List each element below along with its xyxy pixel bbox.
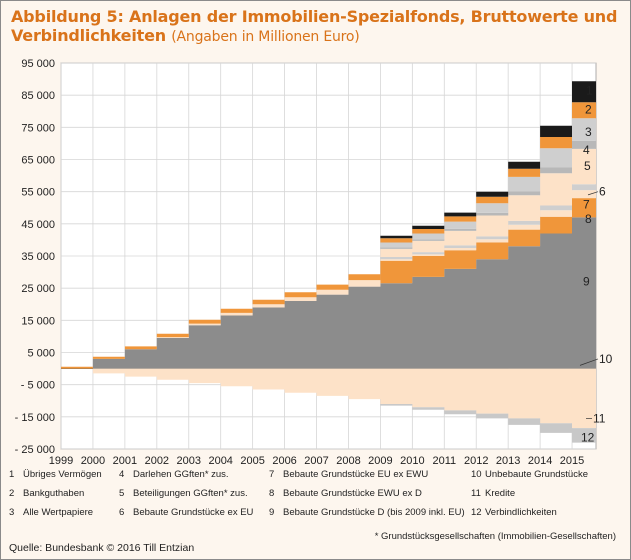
legend: 1 Übriges Vermögen 2 Bankguthaben 3 Alle Wert… bbox=[1, 469, 630, 529]
x-tick-label: 2010 bbox=[400, 455, 424, 467]
legend-item-9: 9 Bebaute Grundstücke D (bis 2009 inkl. E… bbox=[269, 507, 465, 518]
legend-text: Alle Wertpapiere bbox=[23, 507, 94, 518]
legend-text: Bebaute Grundstücke ex EU bbox=[133, 507, 254, 518]
series-label-4: 4 bbox=[583, 143, 590, 157]
x-tick-label: 2004 bbox=[208, 455, 232, 467]
x-tick-label: 2014 bbox=[528, 455, 552, 467]
series-label-10: 10 bbox=[599, 352, 613, 366]
x-tick-label: 2007 bbox=[304, 455, 328, 467]
legend-item-11: 11 Kredite bbox=[471, 488, 515, 499]
series-label-2: 2 bbox=[585, 103, 592, 117]
legend-number: 11 bbox=[471, 488, 481, 499]
legend-number: 3 bbox=[9, 507, 15, 518]
y-tick-label: - 5 000 bbox=[21, 380, 55, 392]
legend-number: 2 bbox=[9, 488, 15, 499]
series-area-9 bbox=[61, 217, 596, 369]
label-connector-6 bbox=[587, 191, 599, 196]
y-tick-label: 25 000 bbox=[21, 283, 55, 295]
series-label-12: 12 bbox=[581, 431, 595, 445]
footnote: * Grundstücksgesellschaften (Immobilien-… bbox=[374, 531, 616, 542]
legend-text: Unbebaute Grundstücke bbox=[485, 469, 588, 480]
series-area-11 bbox=[61, 368, 596, 429]
legend-item-4: 4 Darlehen GGften* zus. bbox=[119, 469, 229, 480]
chart-title-line2: Verbindlichkeiten (Angaben in Millionen … bbox=[11, 26, 360, 45]
legend-item-7: 7 Bebaute Grundstücke EU ex EWU bbox=[269, 469, 428, 480]
legend-number: 5 bbox=[119, 488, 125, 499]
y-tick-label: 95 000 bbox=[21, 58, 55, 70]
legend-number: 4 bbox=[119, 469, 125, 480]
legend-item-10: 10 Unbebaute Grundstücke bbox=[471, 469, 588, 480]
legend-number: 1 bbox=[9, 469, 15, 480]
series-label-7: 7 bbox=[583, 198, 590, 212]
y-tick-label: 35 000 bbox=[21, 251, 55, 263]
legend-number: 7 bbox=[269, 469, 275, 480]
x-tick-label: 2011 bbox=[432, 455, 456, 467]
legend-text: Verbindlichkeiten bbox=[485, 507, 557, 518]
x-tick-label: 2013 bbox=[496, 455, 520, 467]
series-area-10 bbox=[61, 365, 596, 369]
y-tick-label: 5 000 bbox=[27, 348, 55, 360]
legend-item-1: 1 Übriges Vermögen bbox=[9, 469, 102, 480]
x-tick-label: 2000 bbox=[81, 455, 105, 467]
legend-text: Bebaute Grundstücke EWU ex D bbox=[283, 488, 422, 499]
y-tick-label: 15 000 bbox=[21, 315, 55, 327]
y-tick-label: 55 000 bbox=[21, 187, 55, 199]
chart-subtitle: (Angaben in Millionen Euro) bbox=[171, 29, 360, 45]
x-tick-label: 2012 bbox=[464, 455, 488, 467]
legend-item-8: 8 Bebaute Grundstücke EWU ex D bbox=[269, 488, 422, 499]
y-tick-label: - 15 000 bbox=[15, 412, 55, 424]
label-connector-10 bbox=[579, 358, 599, 366]
x-tick-label: 2008 bbox=[336, 455, 360, 467]
legend-text: Beteiligungen GGften* zus. bbox=[133, 488, 248, 499]
series-label-1: 1 bbox=[586, 83, 593, 97]
y-tick-label: 65 000 bbox=[21, 155, 55, 167]
legend-text: Bebaute Grundstücke EU ex EWU bbox=[283, 469, 429, 480]
legend-number: 12 bbox=[471, 507, 482, 518]
legend-item-5: 5 Beteiligungen GGften* zus. bbox=[119, 488, 248, 499]
x-tick-label: 2009 bbox=[368, 455, 392, 467]
y-tick-label: 85 000 bbox=[21, 90, 55, 102]
legend-text: Darlehen GGften* zus. bbox=[133, 469, 229, 480]
legend-text: Bebaute Grundstücke D (bis 2009 inkl. EU… bbox=[283, 507, 465, 518]
series-label-6: 6 bbox=[599, 185, 606, 199]
y-tick-label: 75 000 bbox=[21, 122, 55, 134]
legend-text: Bankguthaben bbox=[23, 488, 85, 499]
chart-title-line1: Abbildung 5: Anlagen der Immobilien-Spez… bbox=[11, 7, 618, 26]
series-label-3: 3 bbox=[585, 125, 592, 139]
source-note: Quelle: Bundesbank © 2016 Till Entzian bbox=[9, 542, 195, 554]
x-tick-label: 2002 bbox=[145, 455, 169, 467]
x-tick-label: 2005 bbox=[240, 455, 264, 467]
legend-item-6: 6 Bebaute Grundstücke ex EU bbox=[119, 507, 253, 518]
title-box: Abbildung 5: Anlagen der Immobilien-Spez… bbox=[1, 1, 630, 47]
series-label-8: 8 bbox=[585, 212, 592, 226]
legend-item-3: 3 Alle Wertpapiere bbox=[9, 507, 93, 518]
x-tick-label: 1999 bbox=[49, 455, 73, 467]
legend-item-2: 2 Bankguthaben bbox=[9, 488, 84, 499]
y-tick-label: - 25 000 bbox=[15, 444, 55, 456]
y-tick-label: 45 000 bbox=[21, 219, 55, 231]
series-label-5: 5 bbox=[584, 159, 591, 173]
legend-text: Kredite bbox=[485, 488, 516, 499]
x-tick-label: 2001 bbox=[113, 455, 137, 467]
x-tick-label: 2015 bbox=[560, 455, 584, 467]
x-tick-label: 2006 bbox=[272, 455, 296, 467]
legend-number: 6 bbox=[119, 507, 125, 518]
series-label-11: 11 bbox=[593, 411, 606, 425]
series-label-9: 9 bbox=[583, 275, 590, 289]
x-tick-label: 2003 bbox=[177, 455, 201, 467]
legend-number: 9 bbox=[269, 507, 275, 518]
legend-number: 8 bbox=[269, 488, 275, 499]
legend-text: Übriges Vermögen bbox=[23, 469, 102, 480]
chart-title-line2-text: Verbindlichkeiten bbox=[11, 26, 166, 45]
legend-item-12: 12 Verbindlichkeiten bbox=[471, 507, 557, 518]
legend-number: 10 bbox=[471, 469, 482, 480]
